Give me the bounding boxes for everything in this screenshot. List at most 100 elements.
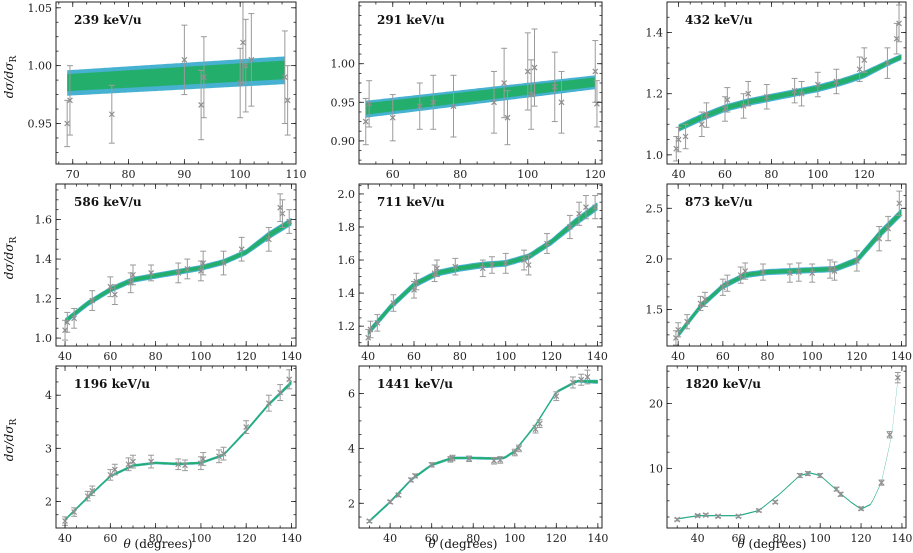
data-point [817, 472, 824, 479]
point-marker [362, 118, 369, 125]
point-marker [525, 262, 532, 268]
data-point [755, 507, 762, 514]
data-point [64, 311, 71, 333]
point-marker [861, 57, 868, 63]
fit-band [678, 54, 902, 132]
point-marker [286, 218, 293, 225]
data-point [387, 498, 394, 505]
data-point [833, 68, 840, 95]
point-marker [416, 103, 423, 110]
point-marker [763, 93, 770, 100]
point-marker [697, 300, 704, 307]
data-point [673, 135, 680, 162]
x-tick-label: 80 [453, 350, 467, 363]
point-marker [127, 279, 134, 286]
point-marker [791, 87, 798, 94]
panel-title: 1820 keV/u [685, 377, 761, 391]
point-marker [64, 319, 71, 326]
data-points [673, 4, 903, 162]
point-marker [715, 513, 721, 520]
point-marker [515, 445, 522, 452]
panel-3: 40 60 80 100 120 1.0 1.2 1.4 432 keV/u [646, 1, 907, 181]
point-marker [553, 393, 560, 400]
data-points [62, 369, 293, 526]
plot-frame [666, 1, 907, 165]
data-point [200, 250, 207, 276]
point-marker [817, 472, 824, 479]
x-tick-label: 60 [386, 168, 400, 181]
x-tick-label: 100 [495, 350, 516, 363]
x-tick-label: 140 [891, 532, 912, 545]
x-tick-label: 80 [761, 350, 775, 363]
data-point [71, 507, 78, 517]
point-marker [374, 319, 381, 326]
point-marker [684, 318, 691, 325]
point-marker [175, 269, 182, 276]
point-marker [878, 479, 885, 486]
point-marker [130, 458, 136, 465]
data-point [125, 457, 132, 472]
data-point [528, 59, 535, 130]
data-point [861, 47, 868, 73]
point-marker [220, 260, 227, 266]
point-marker [390, 300, 397, 306]
data-point [89, 485, 96, 497]
y-axis-label-row-1: dσ/dσR [2, 55, 19, 98]
point-marker [884, 60, 891, 67]
point-marker [148, 269, 155, 276]
band-inner-envelope [678, 54, 902, 131]
point-marker [450, 103, 457, 110]
point-marker [893, 35, 900, 42]
band-outer-envelope [369, 379, 598, 523]
panel-9: 40 60 80 100 120 140 10 20 1820 keV/u [649, 365, 912, 545]
y-tick-label: 4 [348, 442, 355, 455]
y-tick-label: 6 [348, 387, 355, 400]
point-marker [175, 461, 182, 468]
data-point [286, 209, 293, 234]
fit-band [677, 379, 898, 520]
data-point [107, 469, 114, 481]
x-tick-label: 40 [58, 350, 72, 363]
point-marker [796, 472, 803, 479]
data-point [184, 258, 191, 280]
fit-band [67, 56, 285, 96]
y-tick-label: 1.5 [646, 304, 664, 317]
x-tick-label: 120 [541, 350, 562, 363]
data-point [853, 250, 860, 272]
point-marker [745, 90, 752, 97]
point-marker [111, 291, 118, 298]
point-marker [673, 145, 680, 152]
panel-7: 40 60 80 100 120 140 2 3 4 1196 keV/u [45, 365, 302, 545]
point-marker [430, 99, 437, 106]
plot-frame [55, 1, 297, 165]
point-marker [395, 492, 402, 498]
point-marker [755, 507, 762, 514]
point-marker [698, 121, 705, 128]
point-marker [148, 458, 155, 465]
point-marker [431, 270, 438, 277]
band-outer-envelope [65, 380, 292, 522]
y-tick-label: 1.05 [28, 2, 53, 15]
point-marker [827, 266, 833, 272]
data-point [524, 32, 531, 111]
x-tick-label: 120 [846, 350, 867, 363]
point-marker [682, 133, 689, 140]
point-marker [367, 326, 374, 333]
point-marker [673, 334, 679, 341]
data-point [111, 284, 118, 306]
data-point [416, 82, 423, 130]
panel-title: 873 keV/u [685, 195, 753, 209]
point-marker [702, 296, 708, 303]
data-point [449, 454, 456, 462]
panel-title: 239 keV/u [74, 13, 142, 27]
point-marker [240, 39, 246, 46]
fit-band [365, 75, 596, 118]
point-marker [389, 114, 396, 121]
y-tick-label: 10 [649, 462, 663, 475]
y-tick-label: 2.0 [338, 188, 356, 201]
x-tick-label: 120 [236, 350, 257, 363]
point-marker [89, 487, 96, 494]
plot-frame [358, 365, 603, 529]
data-point [703, 102, 710, 128]
data-point [366, 80, 373, 128]
